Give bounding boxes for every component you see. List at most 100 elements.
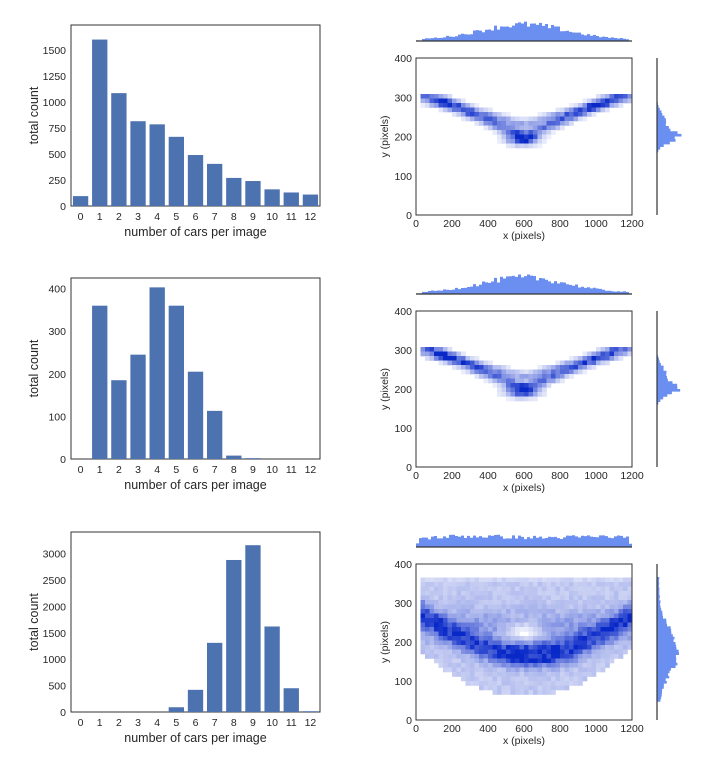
density-cell: [456, 636, 462, 641]
density-cell: [474, 582, 480, 587]
density-cell: [492, 600, 498, 605]
density-cell: [551, 112, 556, 117]
density-cell: [623, 600, 628, 605]
density-cell: [542, 658, 547, 664]
density-cell: [456, 640, 462, 646]
density-cell: [573, 622, 579, 628]
density-cell: [510, 396, 516, 402]
density-cell: [483, 112, 489, 117]
density-cell: [560, 672, 565, 677]
density-cell: [546, 116, 552, 122]
plot-frame: [415, 310, 633, 468]
density-cell: [474, 636, 480, 641]
density-cell: [569, 654, 574, 659]
density-cell: [609, 582, 615, 587]
density-cell: [600, 347, 606, 352]
density-cell: [438, 360, 444, 366]
density-cell: [506, 690, 511, 695]
density-cell: [434, 600, 439, 605]
density-cell: [528, 604, 534, 610]
density-cell: [600, 658, 606, 664]
density-cell: [569, 582, 574, 587]
density-cell: [519, 600, 525, 605]
density-cell: [443, 636, 448, 641]
density-cell: [573, 604, 579, 610]
y-tick-label: 400: [394, 306, 412, 318]
density-cell: [569, 369, 574, 375]
density-cell: [614, 586, 619, 592]
density-cell: [546, 658, 552, 664]
density-cell: [438, 663, 444, 668]
density-cell: [465, 600, 471, 605]
density-cell: [425, 591, 430, 596]
density-cell: [582, 98, 588, 104]
density-cell: [456, 356, 462, 361]
density-cell: [524, 577, 529, 583]
density-cell: [492, 613, 498, 619]
density-cell: [524, 369, 529, 375]
density-cell: [605, 627, 610, 632]
density-cell: [524, 667, 529, 673]
density-cell: [560, 586, 565, 592]
density-cell: [587, 595, 592, 601]
density-cell: [528, 645, 534, 650]
density-cell: [483, 640, 489, 646]
density-cell: [564, 618, 570, 623]
bar-1: [92, 39, 108, 206]
density-cell: [555, 685, 561, 691]
density-cell: [456, 667, 462, 673]
density-cell: [596, 577, 601, 583]
density-cell: [614, 98, 619, 104]
density-cell: [510, 663, 516, 668]
density-cell: [474, 627, 480, 632]
density-cell: [560, 618, 565, 623]
density-cell: [533, 654, 538, 659]
density-cell: [609, 586, 615, 592]
density-cell: [537, 658, 543, 664]
bar-0: [72, 196, 89, 206]
density-cell: [461, 369, 466, 375]
density-cell: [501, 586, 507, 592]
density-cell: [573, 595, 579, 601]
density-cell: [443, 107, 448, 113]
density-cell: [488, 609, 493, 614]
density-cell: [555, 676, 561, 682]
density-cell: [492, 654, 498, 659]
density-cell: [443, 94, 448, 99]
density-cell: [519, 582, 525, 587]
density-cell: [537, 654, 543, 659]
density-cell: [488, 374, 493, 379]
density-cell: [501, 577, 507, 583]
density-cell: [596, 645, 601, 650]
density-cell: [587, 618, 592, 623]
density-cell: [551, 636, 556, 641]
density-cell: [537, 667, 543, 673]
density-cell: [533, 369, 538, 375]
density-cell: [524, 582, 529, 587]
y-tick-label: 300: [394, 345, 412, 357]
density-cell: [537, 369, 543, 375]
bar-9: [245, 545, 261, 712]
density-cell: [501, 130, 507, 135]
density-cell: [488, 654, 493, 659]
density-cell: [519, 577, 525, 583]
density-cell: [488, 672, 493, 677]
density-cell: [506, 365, 511, 370]
density-cell: [501, 387, 507, 393]
density-cell: [452, 351, 457, 357]
density-cell: [497, 690, 502, 695]
density-cells: [420, 347, 633, 402]
density-cell: [470, 654, 475, 659]
density-cell: [456, 663, 462, 668]
density-cell: [474, 667, 480, 673]
bar-7: [206, 642, 223, 712]
density-cell: [546, 654, 552, 659]
density-cell: [528, 654, 534, 659]
density-cell: [591, 600, 597, 605]
x-tick-label: 1000: [584, 723, 608, 735]
density-cell: [483, 618, 489, 623]
density-cell: [578, 640, 583, 646]
density-cell: [551, 627, 556, 632]
density-cell: [420, 577, 426, 583]
